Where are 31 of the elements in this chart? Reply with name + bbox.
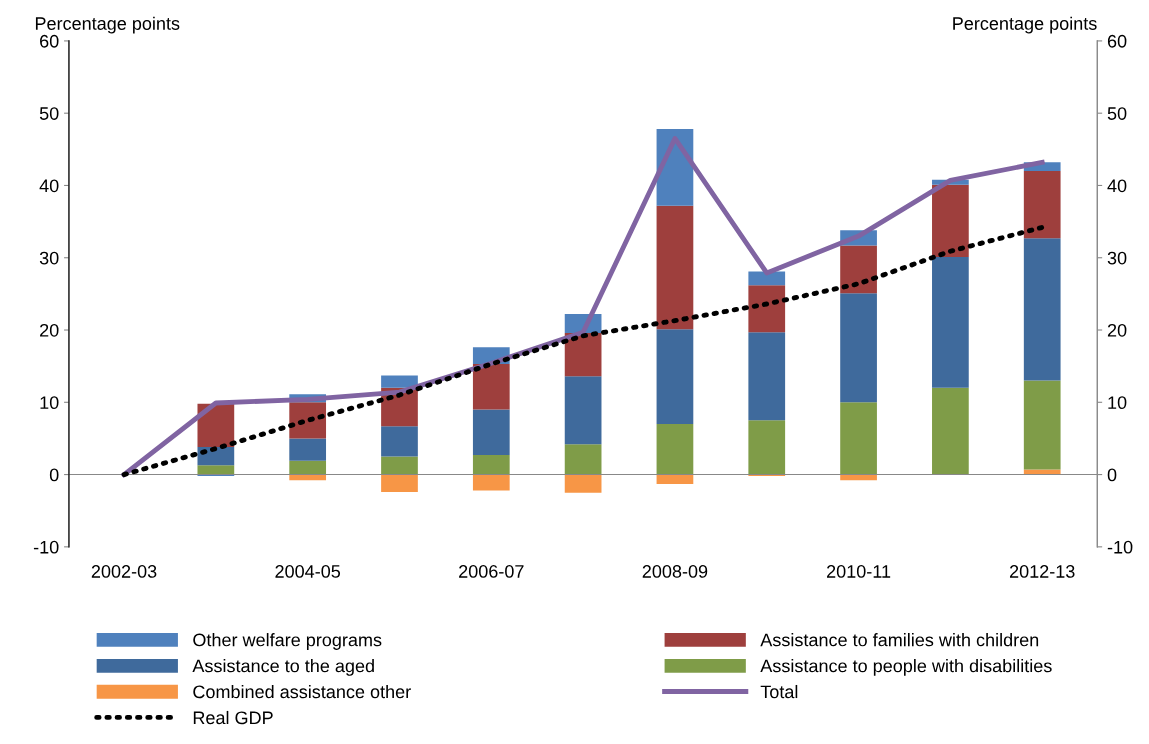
- y-tick-label: 0: [49, 468, 59, 482]
- legend-label: Total: [760, 684, 798, 699]
- y2-tick-label: 0: [1107, 468, 1117, 482]
- y-tick-label: 20: [40, 323, 59, 337]
- y-tick-label: 40: [39, 179, 59, 193]
- y2-axis-title: Percentage points: [953, 16, 1097, 34]
- y2-tick-label: 30: [1107, 251, 1127, 265]
- y-tick-label: -10: [33, 540, 59, 554]
- legend-label: Combined assistance other: [193, 684, 411, 699]
- y-axis-title: Percentage points: [35, 16, 180, 34]
- y-tick-label: 60: [40, 34, 59, 48]
- legend-label: Assistance to the aged: [192, 659, 374, 676]
- x-tick-label: 2012-13: [1009, 565, 1075, 578]
- x-tick-label: 2006-07: [459, 565, 524, 578]
- y2-tick-label: -10: [1107, 540, 1133, 554]
- y2-tick-label: 50: [1107, 107, 1127, 120]
- legend-label: Real GDP: [193, 710, 273, 725]
- x-tick-label: 2010-11: [827, 565, 891, 578]
- x-tick-label: 2008-09: [642, 565, 708, 578]
- x-tick-label: 2002-03: [91, 565, 157, 578]
- y2-tick-label: 40: [1107, 179, 1127, 193]
- y2-tick-label: 20: [1107, 323, 1127, 337]
- legend-label: Assistance to families with children: [760, 633, 1039, 647]
- x-tick-label: 2004-05: [275, 565, 341, 578]
- legend-label: Assistance to people with disabilities: [760, 659, 1052, 676]
- legend-label: Other welfare programs: [193, 633, 382, 650]
- y-tick-label: 10: [40, 396, 59, 410]
- y2-tick-label: 60: [1107, 34, 1127, 48]
- y2-tick-label: 10: [1108, 396, 1127, 410]
- y-tick-label: 50: [39, 107, 59, 120]
- y-tick-label: 30: [39, 251, 59, 265]
